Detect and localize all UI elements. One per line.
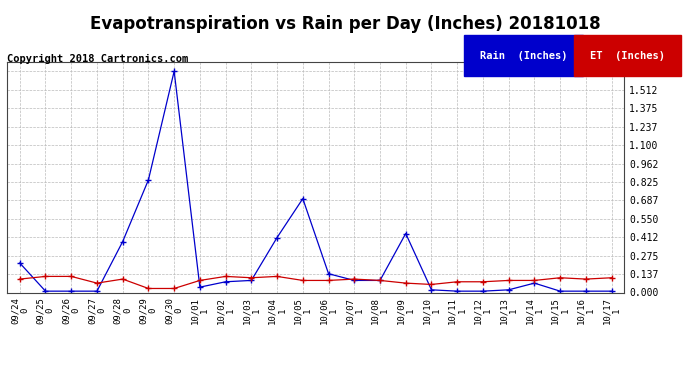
Text: ET  (Inches): ET (Inches): [590, 51, 665, 61]
Text: Rain  (Inches): Rain (Inches): [480, 51, 567, 61]
Text: Copyright 2018 Cartronics.com: Copyright 2018 Cartronics.com: [7, 54, 188, 64]
Text: Evapotranspiration vs Rain per Day (Inches) 20181018: Evapotranspiration vs Rain per Day (Inch…: [90, 15, 600, 33]
